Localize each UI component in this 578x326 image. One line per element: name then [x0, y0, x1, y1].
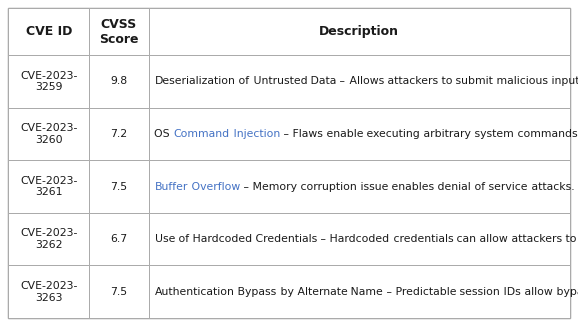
Text: Description: Description — [319, 25, 399, 38]
Bar — [8, 55, 90, 108]
Text: Hardcoded: Hardcoded — [189, 234, 252, 244]
Text: Flaws: Flaws — [289, 129, 323, 139]
Bar — [90, 160, 149, 213]
Bar — [8, 213, 90, 265]
Text: 7.5: 7.5 — [110, 287, 128, 297]
Text: to: to — [562, 234, 576, 244]
Bar — [8, 108, 90, 160]
Bar — [149, 213, 570, 265]
Text: Bypass: Bypass — [234, 287, 277, 297]
Text: enables: enables — [388, 182, 435, 192]
Text: Injection: Injection — [229, 129, 280, 139]
Bar — [149, 8, 570, 55]
Text: attackers: attackers — [508, 234, 562, 244]
Text: commands: commands — [514, 129, 577, 139]
Bar — [90, 55, 149, 108]
Text: –: – — [317, 234, 327, 244]
Text: easily: easily — [576, 234, 578, 244]
Text: of: of — [235, 76, 250, 86]
Text: bypassing: bypassing — [553, 287, 578, 297]
Text: 9.8: 9.8 — [110, 76, 128, 86]
Text: submit: submit — [453, 76, 493, 86]
Text: 7.2: 7.2 — [110, 129, 128, 139]
Text: issue: issue — [357, 182, 388, 192]
Bar — [90, 108, 149, 160]
Text: denial: denial — [435, 182, 471, 192]
Text: CVE-2023-
3260: CVE-2023- 3260 — [20, 123, 77, 145]
Text: CVE-2023-
3262: CVE-2023- 3262 — [20, 228, 77, 250]
Text: malicious: malicious — [493, 76, 549, 86]
Text: allow: allow — [476, 234, 508, 244]
Bar — [8, 160, 90, 213]
Text: Alternate: Alternate — [294, 287, 347, 297]
Bar — [149, 55, 570, 108]
Text: of: of — [175, 234, 189, 244]
Text: Predictable: Predictable — [392, 287, 457, 297]
Text: Untrusted: Untrusted — [250, 76, 307, 86]
Text: 6.7: 6.7 — [110, 234, 128, 244]
Bar — [149, 265, 570, 318]
Text: Allows: Allows — [346, 76, 384, 86]
Text: –: – — [383, 287, 392, 297]
Text: can: can — [453, 234, 476, 244]
Text: CVE-2023-
3259: CVE-2023- 3259 — [20, 71, 77, 92]
Text: Memory: Memory — [249, 182, 297, 192]
Text: corruption: corruption — [297, 182, 357, 192]
Text: CVE-2023-
3263: CVE-2023- 3263 — [20, 281, 77, 303]
Text: OS: OS — [154, 129, 173, 139]
Text: CVE ID: CVE ID — [25, 25, 72, 38]
Text: –: – — [240, 182, 249, 192]
Text: Overflow: Overflow — [188, 182, 240, 192]
Text: as: as — [577, 129, 578, 139]
Bar — [90, 265, 149, 318]
Text: enable: enable — [323, 129, 364, 139]
Bar — [90, 213, 149, 265]
Text: Name: Name — [347, 287, 383, 297]
Text: service: service — [486, 182, 528, 192]
Text: attacks.: attacks. — [528, 182, 575, 192]
Text: Command: Command — [173, 129, 229, 139]
Bar — [8, 8, 90, 55]
Text: Hardcoded: Hardcoded — [327, 234, 390, 244]
Text: credentials: credentials — [390, 234, 453, 244]
Text: arbitrary: arbitrary — [420, 129, 471, 139]
Text: Deserialization: Deserialization — [154, 76, 235, 86]
Text: Authentication: Authentication — [154, 287, 234, 297]
Text: by: by — [277, 287, 294, 297]
Text: input: input — [549, 76, 578, 86]
Text: Use: Use — [154, 234, 175, 244]
Text: IDs: IDs — [500, 287, 521, 297]
Text: 7.5: 7.5 — [110, 182, 128, 192]
Text: CVE-2023-
3261: CVE-2023- 3261 — [20, 176, 77, 197]
Text: –: – — [280, 129, 289, 139]
Text: Buffer: Buffer — [154, 182, 188, 192]
Text: system: system — [471, 129, 514, 139]
Text: to: to — [438, 76, 453, 86]
Bar — [149, 160, 570, 213]
Text: of: of — [471, 182, 486, 192]
Text: Credentials: Credentials — [252, 234, 317, 244]
Text: –: – — [336, 76, 346, 86]
Bar — [90, 8, 149, 55]
Text: attackers: attackers — [384, 76, 438, 86]
Bar — [149, 108, 570, 160]
Text: CVSS
Score: CVSS Score — [99, 18, 139, 46]
Text: session: session — [457, 287, 500, 297]
Text: Data: Data — [307, 76, 336, 86]
Text: executing: executing — [364, 129, 420, 139]
Bar — [8, 265, 90, 318]
Text: allow: allow — [521, 287, 553, 297]
